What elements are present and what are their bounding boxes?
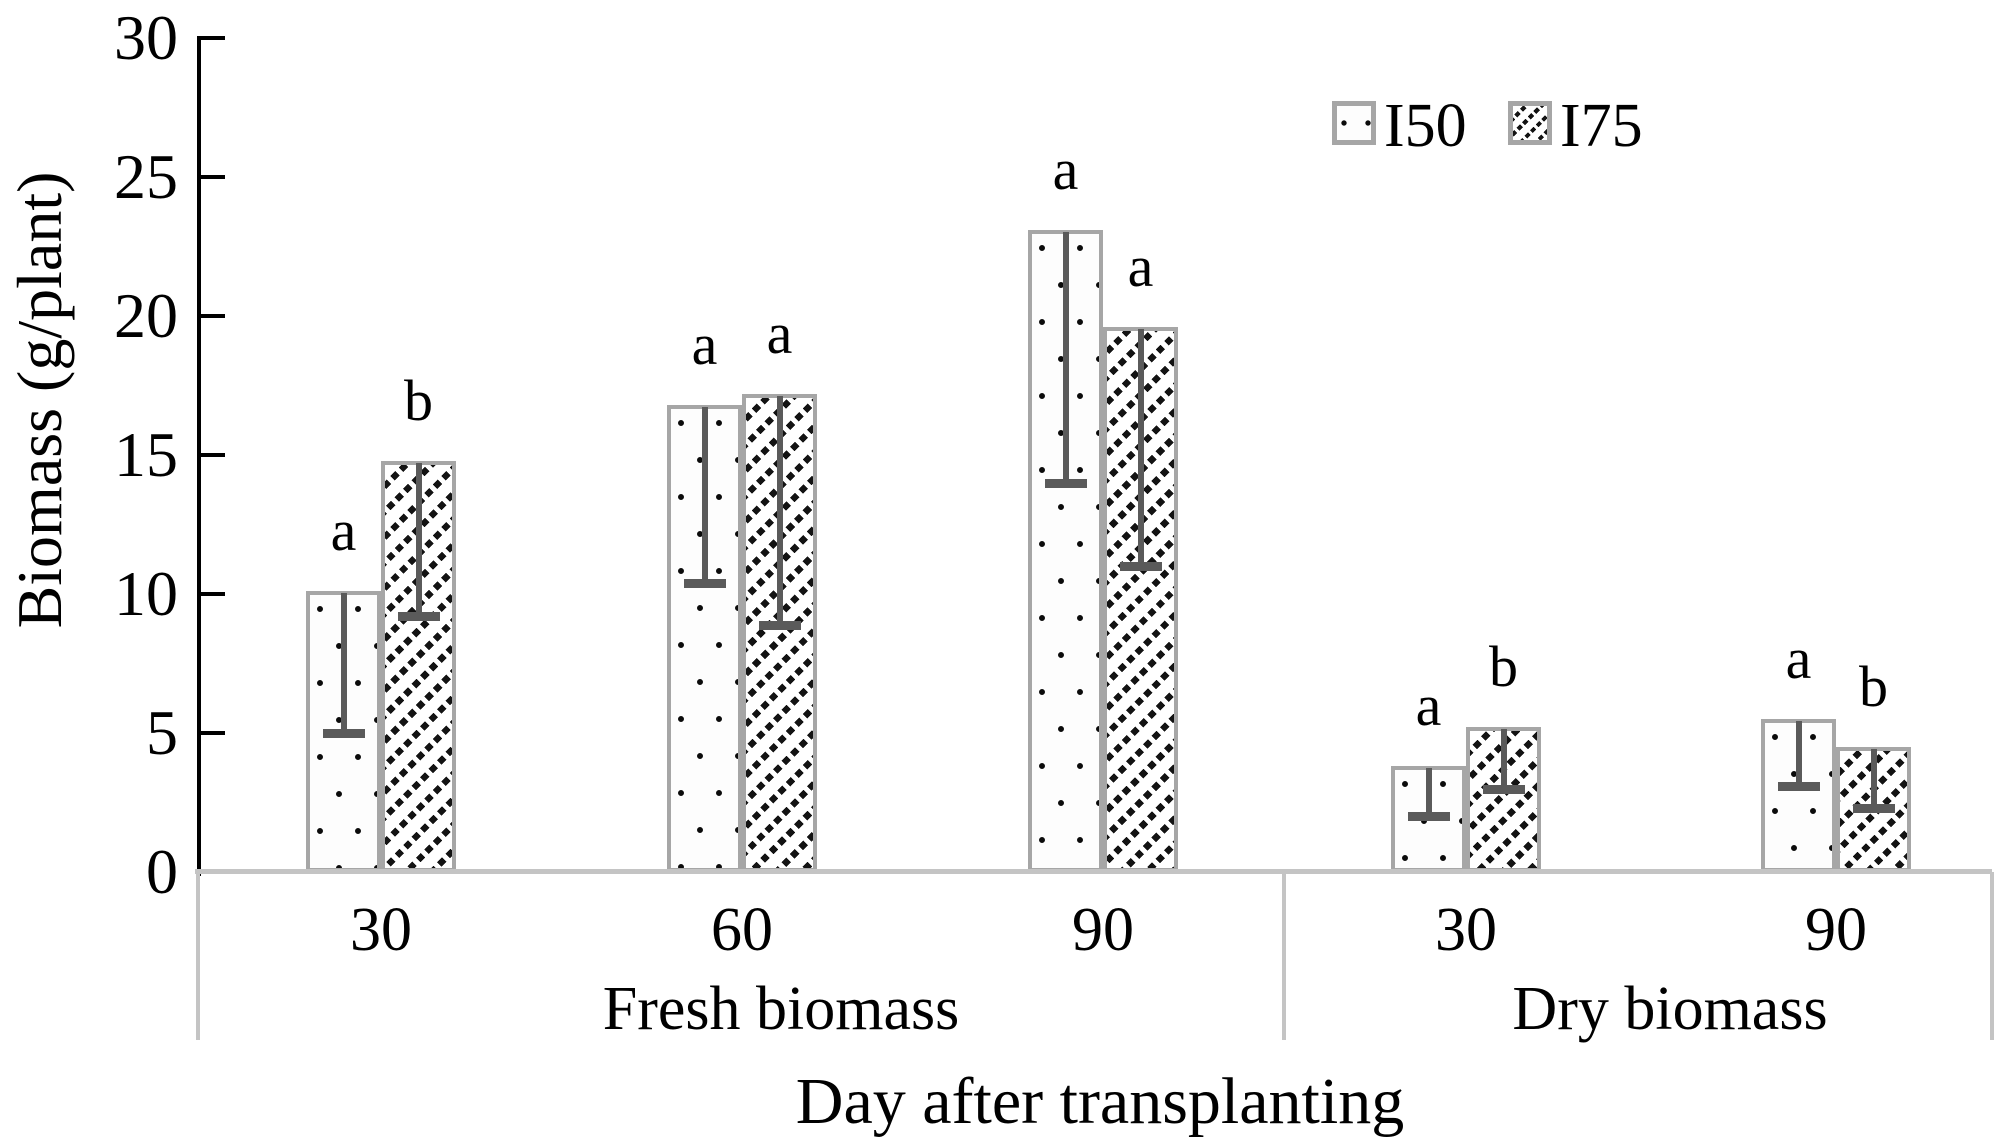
y-tick (201, 36, 225, 40)
error-bar-line (1871, 749, 1877, 808)
significance-letter: a (1052, 137, 1079, 202)
x-day-label: 30 (350, 896, 412, 964)
category-divider (196, 872, 200, 1040)
x-day-label: 30 (1435, 896, 1497, 964)
bar-i75 (1103, 327, 1178, 872)
x-day-label: 90 (1805, 896, 1867, 964)
error-bar-line (1063, 232, 1069, 483)
error-bar-cap (759, 621, 801, 630)
significance-letter: b (404, 368, 433, 433)
y-tick (201, 175, 225, 179)
y-tick (201, 592, 225, 596)
x-day-label: 90 (1072, 896, 1134, 964)
y-tick-label: 0 (146, 836, 178, 907)
error-bar-line (702, 407, 708, 583)
significance-letter: a (1785, 626, 1812, 691)
y-tick-label: 10 (114, 558, 178, 629)
y-tick-label: 30 (114, 2, 178, 73)
error-bar-cap (1853, 804, 1895, 813)
significance-letter: b (1859, 654, 1888, 719)
y-axis-line (197, 36, 201, 876)
error-bar-cap (1778, 782, 1820, 791)
category-divider (1990, 872, 1994, 1040)
y-tick (201, 731, 225, 735)
x-day-label: 60 (711, 896, 773, 964)
y-tick-label: 25 (114, 141, 178, 212)
legend: I50 I75 (1320, 84, 1740, 164)
x-axis-baseline (195, 869, 1992, 874)
bar-i50 (1028, 230, 1103, 872)
legend-label-i50: I50 (1384, 92, 1467, 160)
category-divider (1282, 872, 1286, 1040)
legend-swatch-i50 (1332, 101, 1376, 145)
y-tick-label: 5 (146, 697, 178, 768)
error-bar-line (1796, 721, 1802, 786)
section-label: Dry biomass (1512, 975, 1828, 1043)
significance-letter: a (1415, 673, 1442, 738)
error-bar-line (777, 396, 783, 625)
significance-letter: a (1127, 234, 1154, 299)
legend-label-i75: I75 (1560, 92, 1643, 160)
bar-i75 (381, 461, 456, 872)
x-axis-title: Day after transplanting (795, 1065, 1405, 1138)
y-tick (201, 453, 225, 457)
error-bar-cap (1408, 812, 1450, 821)
error-bar-cap (684, 579, 726, 588)
error-bar-cap (323, 729, 365, 738)
y-tick-label: 20 (114, 280, 178, 351)
section-label: Fresh biomass (602, 975, 960, 1043)
error-bar-line (1501, 729, 1507, 789)
error-bar-cap (398, 612, 440, 621)
legend-swatch-i75 (1508, 101, 1552, 145)
significance-letter: a (691, 312, 718, 377)
y-tick-label: 15 (114, 419, 178, 490)
error-bar-line (1138, 329, 1144, 566)
y-tick (201, 314, 225, 318)
significance-letter: b (1489, 634, 1518, 699)
error-bar-cap (1483, 785, 1525, 794)
error-bar-line (1426, 768, 1432, 816)
error-bar-line (416, 463, 422, 616)
error-bar-cap (1045, 479, 1087, 488)
error-bar-cap (1120, 562, 1162, 571)
significance-letter: a (766, 301, 793, 366)
error-bar-line (341, 593, 347, 733)
significance-letter: a (330, 498, 357, 563)
